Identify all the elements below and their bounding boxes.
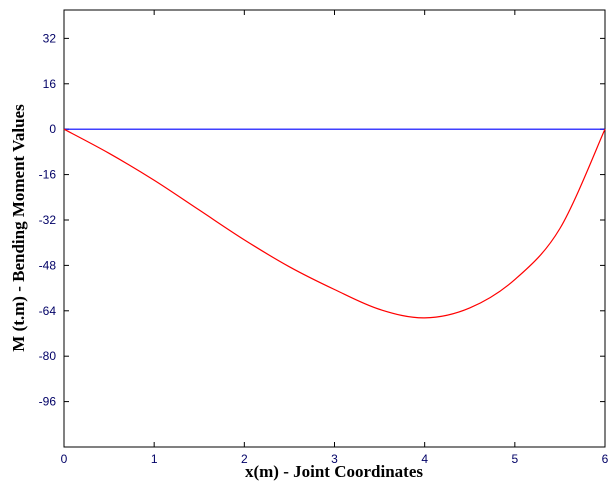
y-tick-label: 32 xyxy=(43,31,57,45)
x-axis-ticks: 0 1 2 3 4 5 6 xyxy=(61,10,609,466)
plot-area xyxy=(63,9,606,448)
y-axis-title: M (t.m) - Bending Moment Values xyxy=(9,104,28,352)
x-tick-label: 1 xyxy=(151,452,158,466)
y-tick-label: -96 xyxy=(39,395,57,409)
y-tick-label: -80 xyxy=(39,349,57,363)
y-tick-label: 16 xyxy=(43,77,57,91)
x-tick-label: 3 xyxy=(331,452,338,466)
x-tick-label: 4 xyxy=(421,452,428,466)
x-tick-label: 2 xyxy=(241,452,248,466)
x-tick-label: 6 xyxy=(602,452,609,466)
x-tick-label: 5 xyxy=(511,452,518,466)
bending-moment-series xyxy=(63,128,606,319)
series-layer xyxy=(63,128,606,319)
y-axis-ticks: 32 16 0 -16 -32 -48 -64 -80 -96 xyxy=(39,31,605,409)
y-tick-label: -64 xyxy=(39,304,57,318)
x-tick-label: 0 xyxy=(61,452,68,466)
x-axis-title: x(m) - Joint Coordinates xyxy=(245,462,423,481)
y-tick-label: -48 xyxy=(39,258,57,272)
y-tick-label: -32 xyxy=(39,213,57,227)
y-tick-label: 0 xyxy=(49,122,56,136)
y-tick-label: -16 xyxy=(39,168,57,182)
